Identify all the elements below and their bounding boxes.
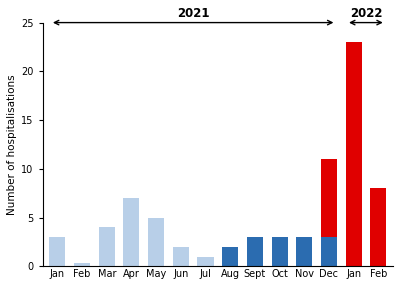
Bar xyxy=(247,237,263,266)
Bar xyxy=(321,237,337,266)
Bar xyxy=(370,188,386,266)
Text: 2021: 2021 xyxy=(177,7,210,20)
Bar xyxy=(272,237,288,266)
Bar xyxy=(296,237,312,266)
Bar xyxy=(148,218,164,266)
Bar xyxy=(124,198,140,266)
Bar xyxy=(50,237,66,266)
Bar xyxy=(198,257,214,266)
Bar xyxy=(222,247,238,266)
Bar xyxy=(74,263,90,266)
Bar xyxy=(99,227,115,266)
Bar xyxy=(321,237,337,266)
Text: 2022: 2022 xyxy=(350,7,382,20)
Bar xyxy=(173,247,189,266)
Bar xyxy=(346,42,362,266)
Y-axis label: Number of hospitalisations: Number of hospitalisations xyxy=(7,74,17,215)
Bar xyxy=(321,159,337,237)
